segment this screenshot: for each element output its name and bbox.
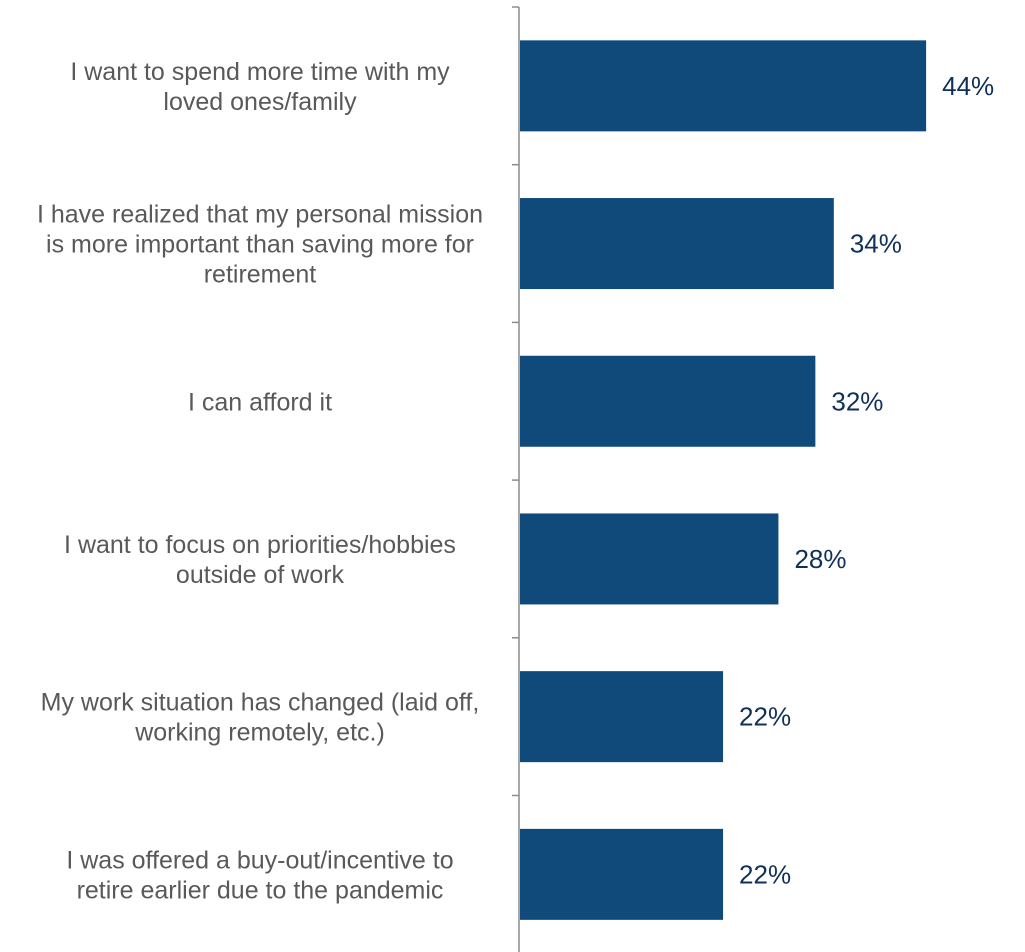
category-label-line: retire earlier due to the pandemic [77, 876, 444, 904]
category-label-line: I have realized that my personal mission [37, 201, 483, 229]
value-label: 28% [794, 544, 846, 574]
bars-group [520, 40, 927, 920]
category-labels-group: I want to spend more time with my loved o… [37, 58, 483, 904]
value-label: 22% [739, 859, 791, 889]
bar [520, 40, 927, 132]
category-label: My work situation has changed (laid off,… [41, 689, 480, 747]
value-label: 44% [942, 71, 994, 101]
bar [520, 198, 834, 290]
axis-group [512, 6, 520, 952]
bar [520, 828, 724, 920]
category-label: I want to spend more time with my loved o… [70, 58, 450, 116]
category-label-line: I want to spend more time with my [70, 58, 450, 86]
category-label-line: is more important than saving more for [46, 231, 474, 259]
category-label-line: I can afford it [188, 388, 332, 416]
value-labels-group: 44% 34% 32% 28% 22% 22% [739, 71, 994, 889]
category-label-line: loved ones/family [163, 88, 357, 116]
category-label-line: My work situation has changed (laid off, [41, 689, 480, 717]
bar [520, 671, 724, 763]
category-label: I was offered a buy-out/incentive to reti… [66, 846, 453, 904]
category-label: I can afford it [188, 388, 332, 416]
category-label-line: I want to focus on priorities/hobbies [64, 531, 456, 559]
value-label: 32% [831, 386, 883, 416]
value-label: 34% [850, 229, 902, 259]
bar [520, 355, 816, 447]
category-label-line: I was offered a buy-out/incentive to [66, 846, 453, 874]
category-label: I have realized that my personal mission… [37, 201, 483, 289]
bar [520, 513, 779, 605]
category-label-line: working remotely, etc.) [134, 719, 385, 747]
value-label: 22% [739, 702, 791, 732]
category-label-line: outside of work [176, 561, 345, 589]
category-label: I want to focus on priorities/hobbies out… [64, 531, 456, 589]
category-label-line: retirement [204, 261, 317, 289]
